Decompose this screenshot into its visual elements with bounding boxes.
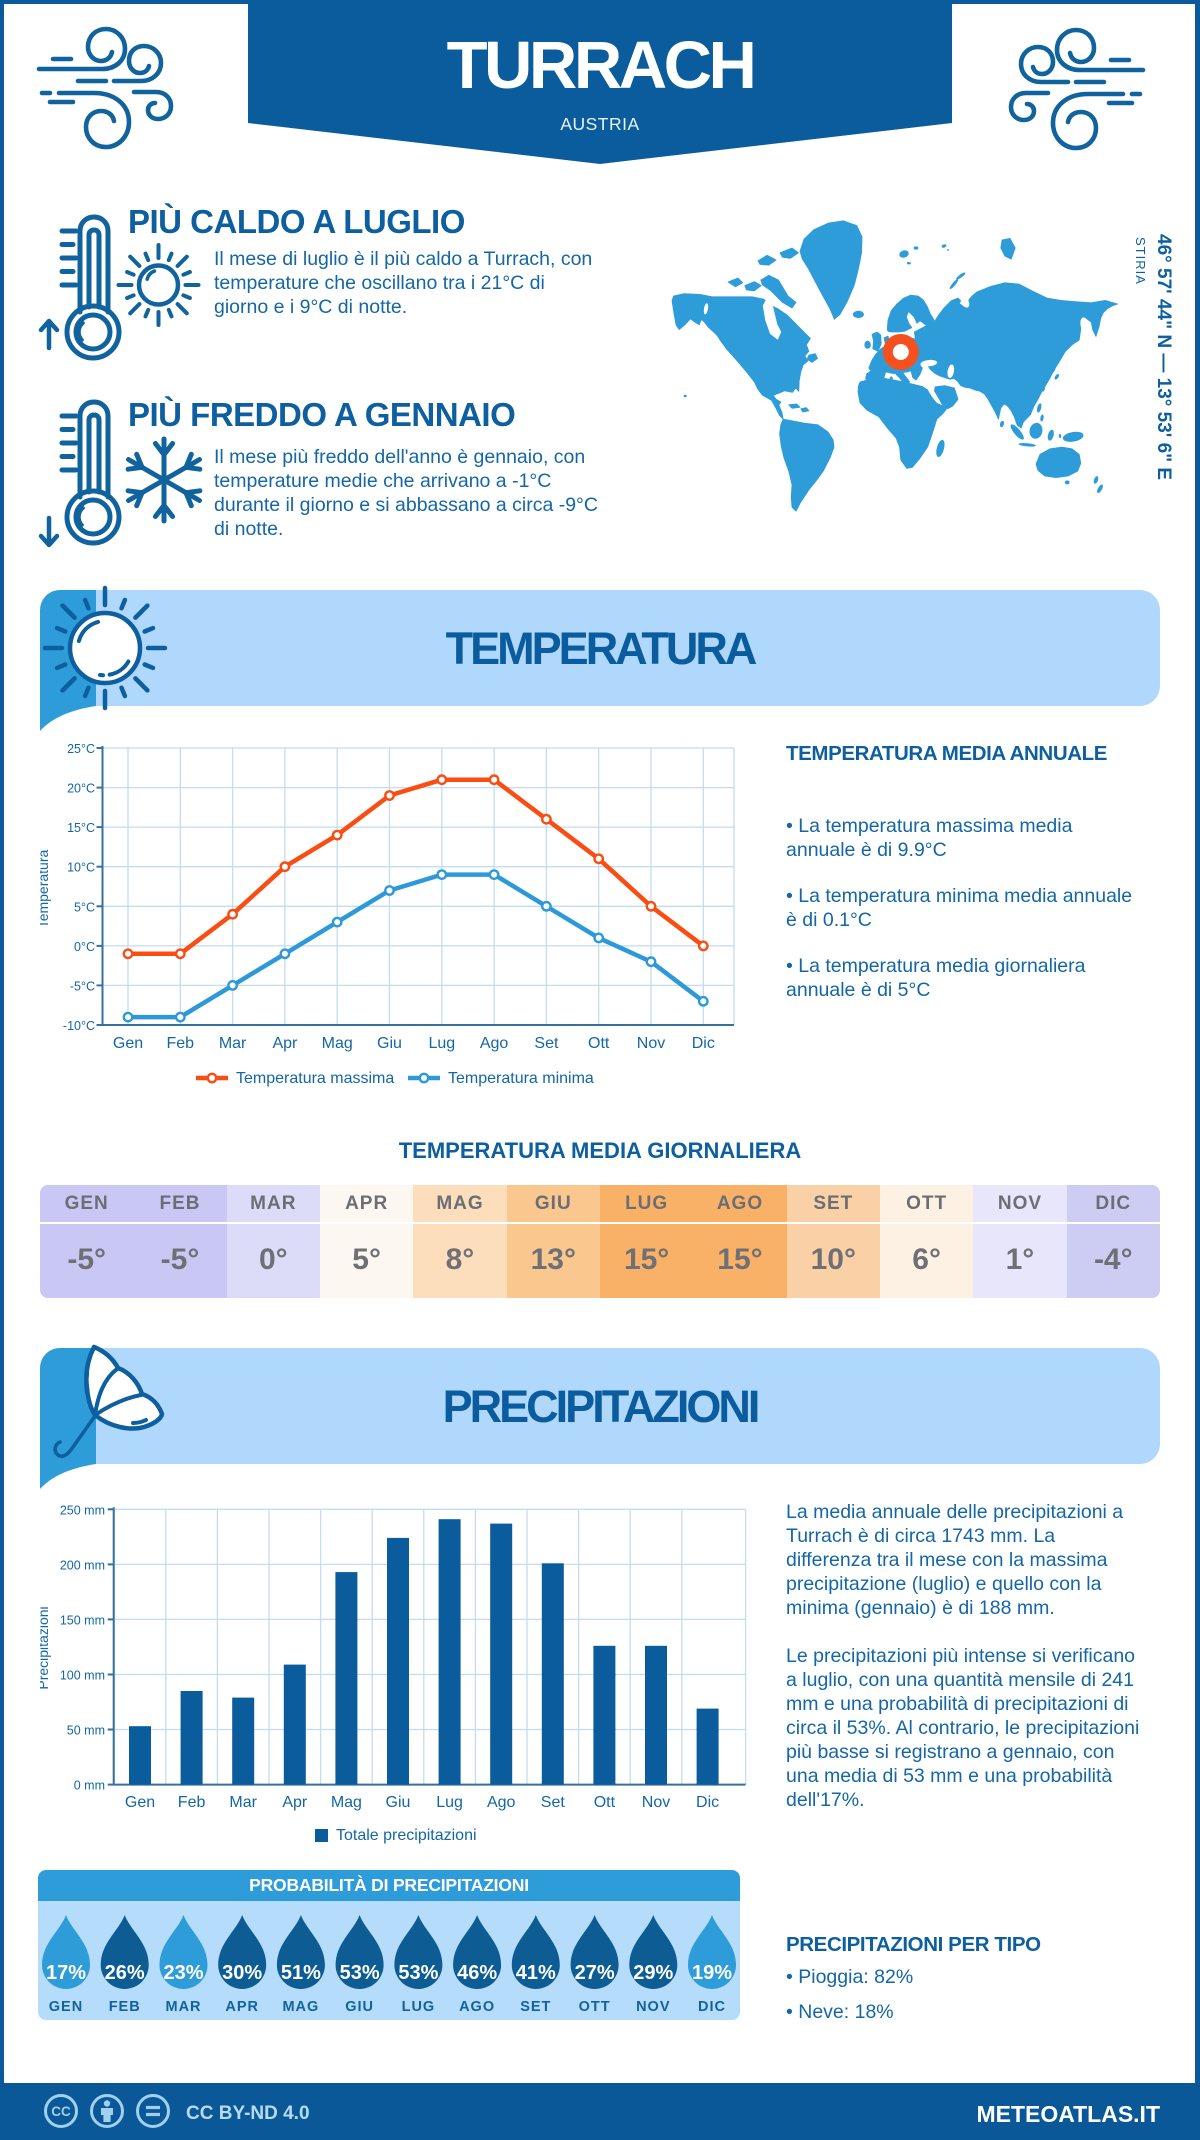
svg-text:Mar: Mar	[219, 1035, 247, 1052]
svg-text:Mar: Mar	[229, 1794, 257, 1811]
svg-text:Set: Set	[541, 1794, 566, 1811]
svg-text:Lug: Lug	[436, 1794, 463, 1811]
svg-text:15°C: 15°C	[67, 821, 95, 835]
svg-text:Giu: Giu	[377, 1035, 402, 1052]
svg-text:Lug: Lug	[428, 1035, 455, 1052]
svg-text:50 mm: 50 mm	[67, 1724, 105, 1738]
svg-text:250 mm: 250 mm	[60, 1503, 105, 1517]
svg-text:0 mm: 0 mm	[74, 1779, 105, 1793]
svg-text:Mag: Mag	[331, 1794, 362, 1811]
svg-text:0°C: 0°C	[74, 940, 95, 954]
svg-text:Ott: Ott	[594, 1794, 616, 1811]
svg-text:Giu: Giu	[386, 1794, 411, 1811]
svg-text:10°C: 10°C	[67, 861, 95, 875]
svg-text:Temperatura: Temperatura	[40, 849, 51, 928]
svg-text:20°C: 20°C	[67, 782, 95, 796]
svg-text:Apr: Apr	[272, 1035, 298, 1052]
svg-text:200 mm: 200 mm	[60, 1558, 105, 1572]
svg-text:Temperatura massima: Temperatura massima	[236, 1070, 394, 1087]
svg-text:Feb: Feb	[178, 1794, 206, 1811]
svg-text:Precipitazioni: Precipitazioni	[40, 1606, 51, 1689]
svg-text:Feb: Feb	[167, 1035, 195, 1052]
svg-text:Set: Set	[534, 1035, 559, 1052]
svg-text:Ago: Ago	[487, 1794, 516, 1811]
svg-text:Ago: Ago	[480, 1035, 509, 1052]
svg-text:5°C: 5°C	[74, 900, 95, 914]
svg-text:Apr: Apr	[282, 1794, 308, 1811]
svg-text:Totale precipitazioni: Totale precipitazioni	[336, 1827, 477, 1844]
svg-text:25°C: 25°C	[67, 742, 95, 756]
svg-text:Dic: Dic	[696, 1794, 719, 1811]
svg-text:-10°C: -10°C	[63, 1019, 95, 1033]
svg-text:Gen: Gen	[125, 1794, 155, 1811]
svg-text:CC: CC	[51, 2104, 71, 2119]
svg-text:Temperatura minima: Temperatura minima	[448, 1070, 594, 1087]
svg-text:Gen: Gen	[113, 1035, 143, 1052]
svg-text:Dic: Dic	[692, 1035, 715, 1052]
svg-text:Nov: Nov	[637, 1035, 665, 1052]
svg-text:150 mm: 150 mm	[60, 1613, 105, 1627]
svg-text:Nov: Nov	[642, 1794, 670, 1811]
svg-text:Ott: Ott	[588, 1035, 610, 1052]
svg-text:100 mm: 100 mm	[60, 1669, 105, 1683]
svg-text:Mag: Mag	[322, 1035, 353, 1052]
svg-text:-5°C: -5°C	[70, 979, 95, 993]
